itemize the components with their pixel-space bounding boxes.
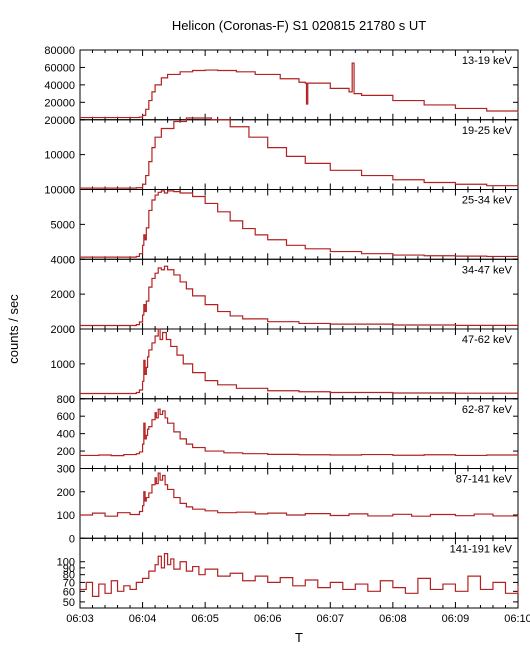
data-series xyxy=(80,118,518,188)
data-series xyxy=(80,63,518,117)
y-tick-label: 200 xyxy=(57,487,75,499)
y-tick-label: 80000 xyxy=(44,45,75,57)
panel-frame xyxy=(80,399,518,469)
y-tick-label: 50 xyxy=(63,597,75,609)
chart-title: Helicon (Coronas-F) S1 020815 21780 s UT xyxy=(172,18,426,33)
y-tick-label: 2000 xyxy=(51,289,75,301)
panel-label: 19-25 keV xyxy=(462,125,513,137)
x-axis-label: T xyxy=(295,630,303,645)
y-tick-label: 40000 xyxy=(44,80,75,92)
y-tick-label: 400 xyxy=(57,429,75,441)
y-tick-label: 10000 xyxy=(44,185,75,197)
data-series xyxy=(80,473,518,516)
panel-label: 34-47 keV xyxy=(462,264,513,276)
y-tick-label: 100 xyxy=(57,510,75,522)
x-tick-label: 06:03 xyxy=(66,613,94,625)
y-tick-label: 10000 xyxy=(44,150,75,162)
panel-label: 87-141 keV xyxy=(456,474,513,486)
x-tick-label: 06:07 xyxy=(317,613,345,625)
y-tick-label: 100 xyxy=(57,557,75,569)
y-tick-label: 1000 xyxy=(51,359,75,371)
y-tick-label: 4000 xyxy=(51,254,75,266)
y-tick-label: 2000 xyxy=(51,324,75,336)
x-tick-label: 06:10 xyxy=(504,613,530,625)
y-tick-label: 20000 xyxy=(44,115,75,127)
panel-frame xyxy=(80,190,518,260)
data-series xyxy=(80,191,518,257)
data-series xyxy=(80,329,518,394)
panel-label: 141-191 keV xyxy=(450,543,513,555)
data-series xyxy=(80,409,518,455)
x-tick-label: 06:08 xyxy=(379,613,407,625)
y-tick-label: 60000 xyxy=(44,62,75,74)
data-series xyxy=(80,554,518,597)
x-tick-label: 06:09 xyxy=(442,613,470,625)
panel-frame xyxy=(80,469,518,539)
panel-frame xyxy=(80,259,518,329)
panel-label: 62-87 keV xyxy=(462,404,513,416)
y-tick-label: 600 xyxy=(57,411,75,423)
y-tick-label: 20000 xyxy=(44,97,75,109)
y-tick-label: 5000 xyxy=(51,219,75,231)
chart-container: Helicon (Coronas-F) S1 020815 21780 s UT… xyxy=(0,0,530,650)
y-tick-label: 300 xyxy=(57,464,75,476)
panel-label: 47-62 keV xyxy=(462,334,513,346)
panel-label: 13-19 keV xyxy=(462,55,513,67)
y-axis-label: counts / sec xyxy=(6,294,21,364)
x-tick-label: 06:05 xyxy=(191,613,219,625)
panel-label: 25-34 keV xyxy=(462,195,513,207)
y-tick-label: 200 xyxy=(57,446,75,458)
y-tick-label: 800 xyxy=(57,394,75,406)
x-tick-label: 06:04 xyxy=(129,613,157,625)
chart-svg: Helicon (Coronas-F) S1 020815 21780 s UT… xyxy=(0,0,530,650)
x-tick-label: 06:06 xyxy=(254,613,282,625)
panel-frame xyxy=(80,329,518,399)
data-series xyxy=(80,266,518,325)
y-tick-label: 0 xyxy=(69,533,75,545)
